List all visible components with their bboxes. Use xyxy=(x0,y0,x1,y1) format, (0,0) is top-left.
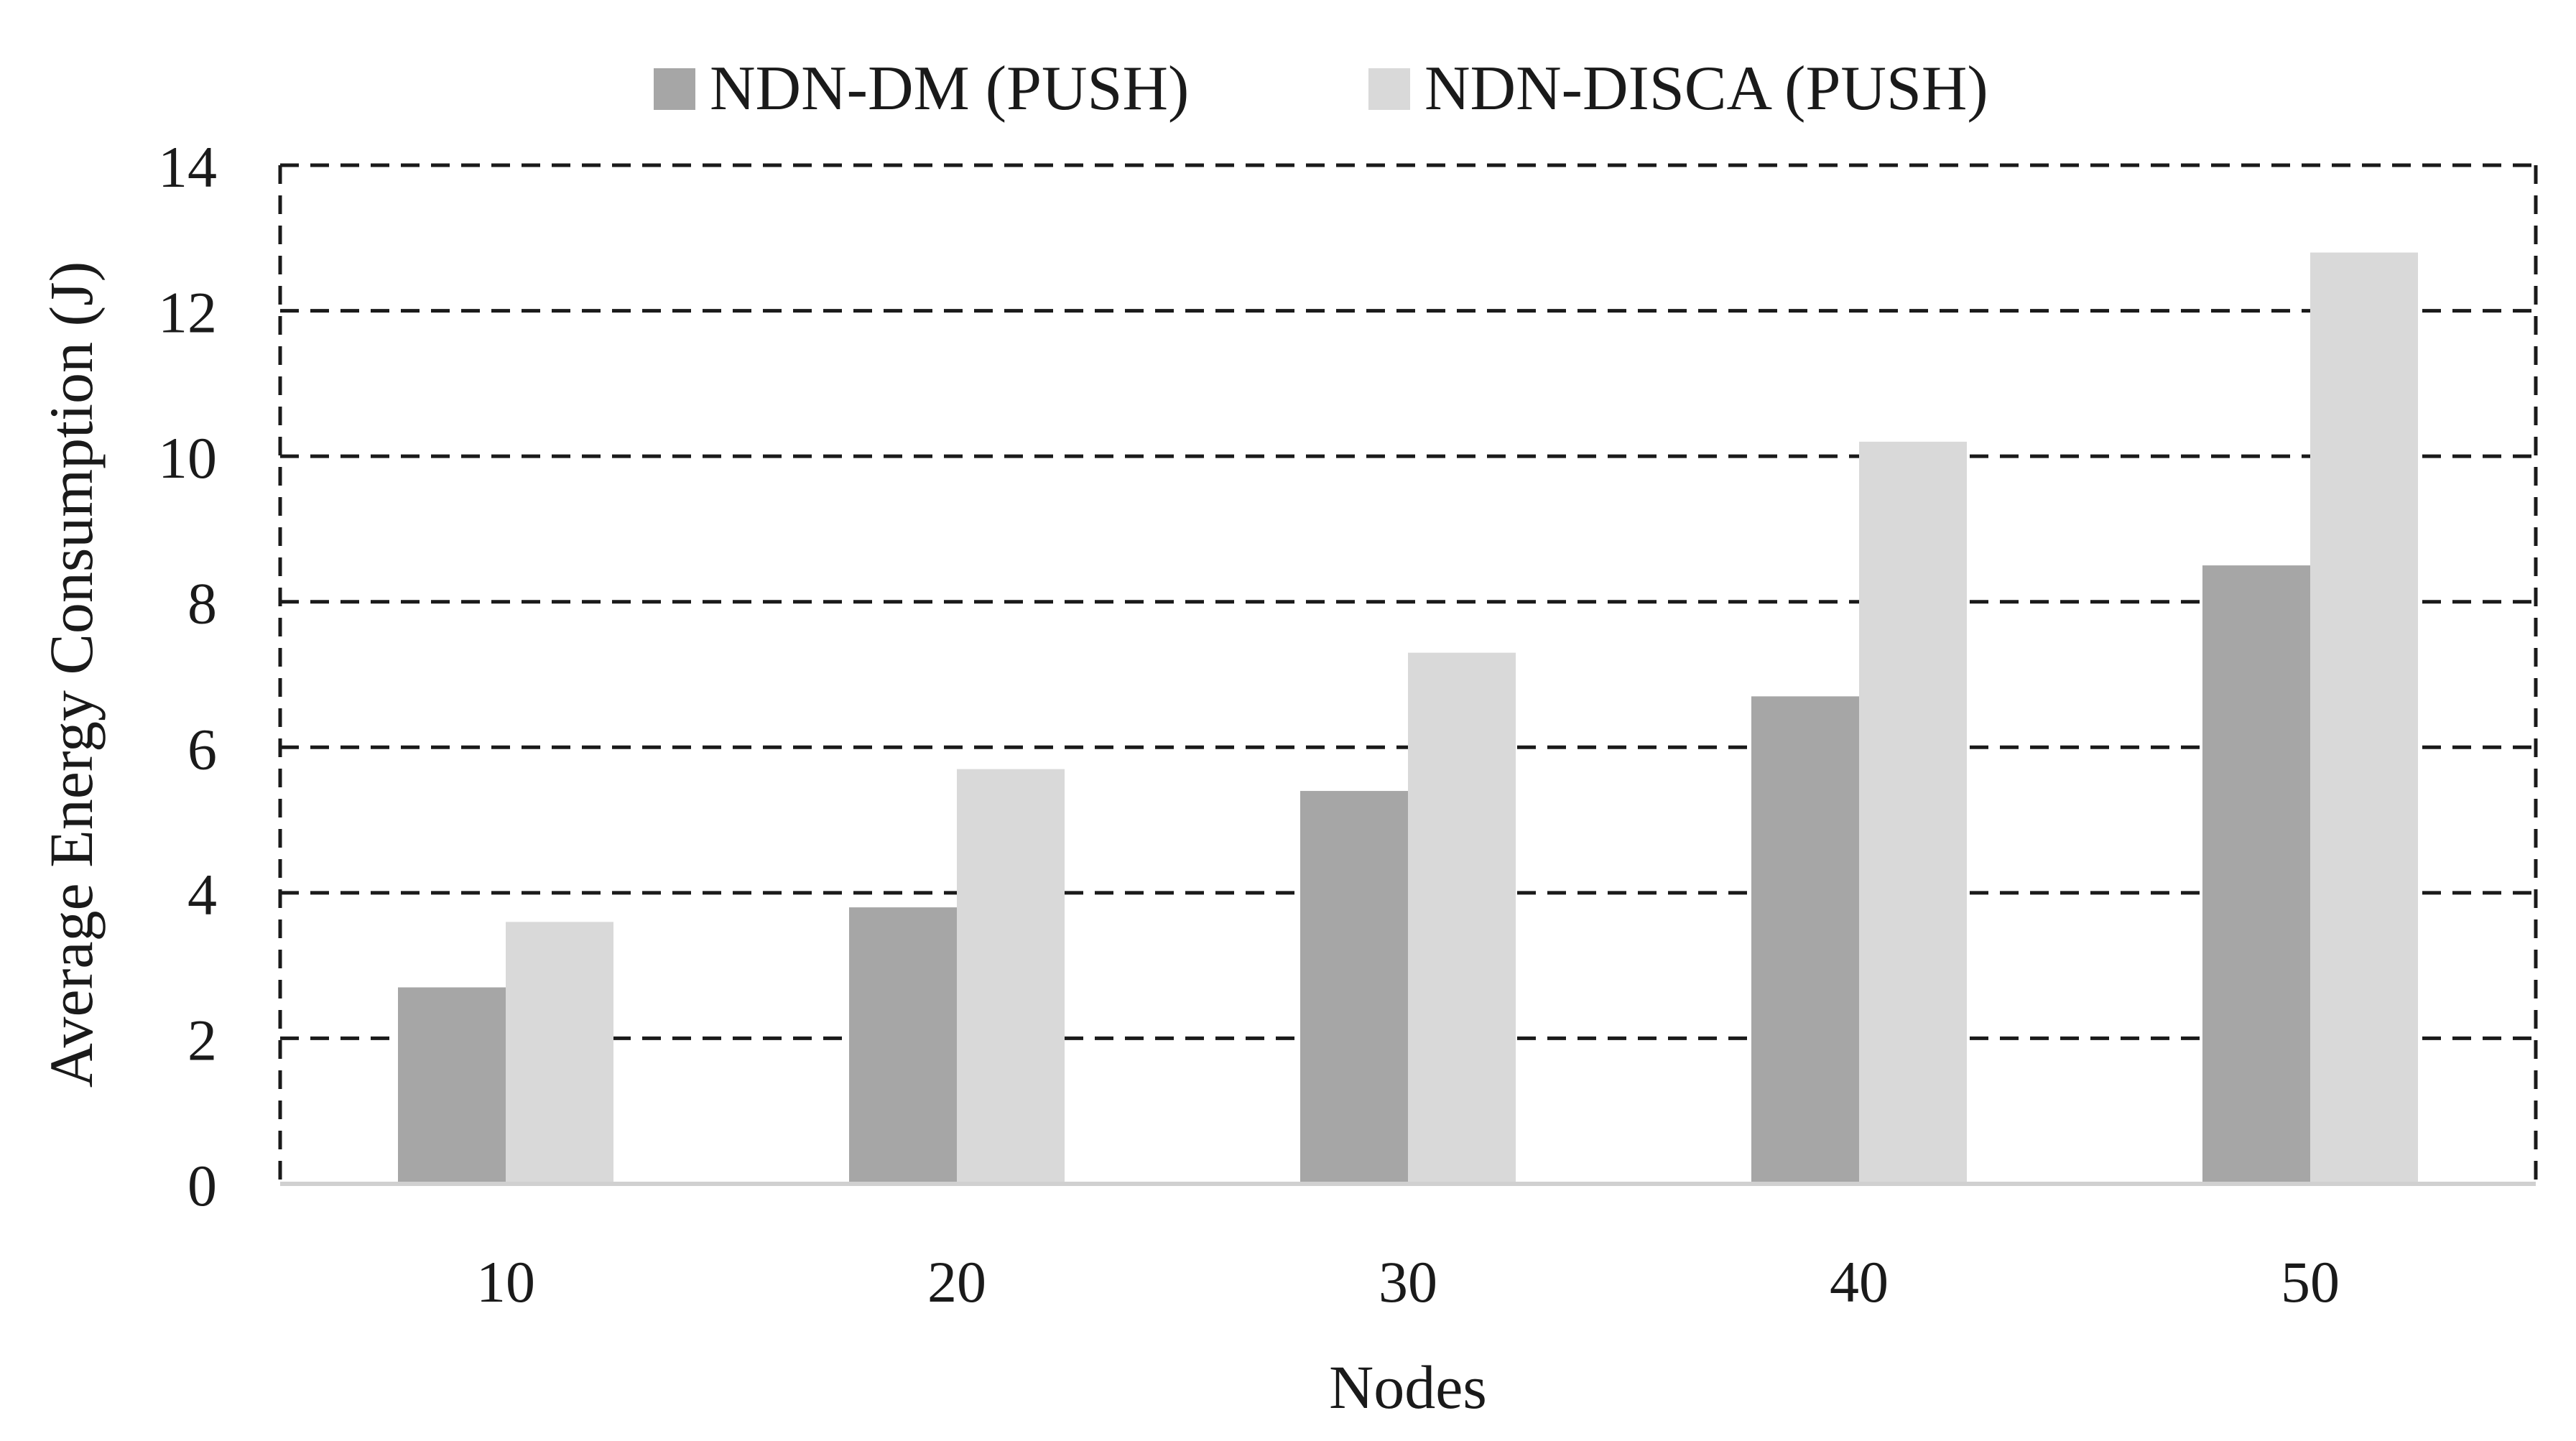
x-axis-title: Nodes xyxy=(1329,1353,1487,1422)
bar-ndn-dm xyxy=(1300,791,1408,1184)
bar-ndn-disca xyxy=(1408,652,1516,1184)
y-tick-label: 6 xyxy=(187,716,217,782)
y-tick-label: 2 xyxy=(187,1007,217,1072)
y-tick-label: 10 xyxy=(158,425,217,491)
bar-ndn-disca xyxy=(1859,441,1967,1184)
x-tick-label: 10 xyxy=(476,1249,535,1315)
legend-swatch xyxy=(654,68,695,110)
x-tick-label: 20 xyxy=(927,1249,986,1315)
y-axis-title: Average Energy Consumption (J) xyxy=(37,261,106,1088)
y-tick-label: 12 xyxy=(158,280,217,346)
x-tick-labels: 10 20 30 40 50 xyxy=(476,1249,2340,1315)
x-tick-label: 30 xyxy=(1379,1249,1437,1315)
x-tick-label: 40 xyxy=(1830,1249,1889,1315)
y-tick-label: 14 xyxy=(158,134,217,200)
bar-ndn-dm xyxy=(1751,696,1859,1184)
legend: NDN-DM (PUSH) NDN-DISCA (PUSH) xyxy=(654,54,1988,124)
bar-ndn-disca xyxy=(506,922,613,1184)
x-tick-label: 50 xyxy=(2281,1249,2340,1315)
bar-ndn-dm xyxy=(2202,565,2310,1184)
y-tick-label: 4 xyxy=(187,862,217,927)
legend-label: NDN-DISCA (PUSH) xyxy=(1424,54,1988,124)
y-tick-label: 8 xyxy=(187,571,217,636)
axes-layer xyxy=(278,165,2538,1186)
bars-layer xyxy=(398,252,2418,1184)
bar-ndn-dm xyxy=(398,987,506,1184)
y-tick-labels: 0 2 4 6 8 10 12 14 xyxy=(158,134,217,1218)
bar-ndn-dm xyxy=(849,907,957,1184)
bar-ndn-disca xyxy=(2310,252,2418,1184)
y-tick-label: 0 xyxy=(187,1153,217,1218)
legend-label: NDN-DM (PUSH) xyxy=(710,54,1189,124)
bar-ndn-disca xyxy=(957,769,1065,1184)
legend-swatch xyxy=(1368,68,1410,110)
